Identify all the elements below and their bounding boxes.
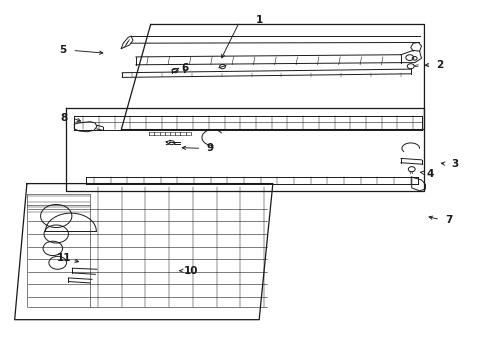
Text: 8: 8 bbox=[60, 113, 67, 123]
Text: 11: 11 bbox=[56, 253, 71, 264]
Text: 6: 6 bbox=[181, 63, 188, 73]
Text: 1: 1 bbox=[255, 15, 262, 25]
Text: 9: 9 bbox=[206, 143, 213, 153]
Text: 7: 7 bbox=[444, 215, 452, 225]
Text: 4: 4 bbox=[426, 168, 433, 179]
Text: 3: 3 bbox=[450, 159, 457, 169]
Text: 10: 10 bbox=[183, 266, 198, 276]
Text: 2: 2 bbox=[436, 60, 443, 70]
Text: 5: 5 bbox=[59, 45, 66, 55]
